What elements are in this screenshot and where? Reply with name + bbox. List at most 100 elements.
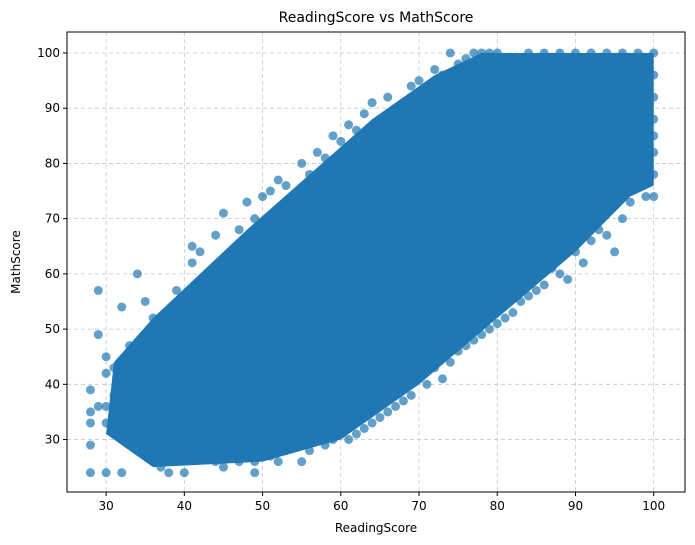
- scatter-point: [594, 225, 604, 235]
- chart-title: ReadingScore vs MathScore: [279, 10, 474, 26]
- scatter-point: [218, 462, 228, 472]
- scatter-point: [414, 76, 424, 86]
- scatter-point: [140, 352, 150, 362]
- scatter-point: [273, 457, 283, 467]
- x-tick-label: 30: [98, 499, 113, 513]
- scatter-point: [328, 435, 338, 445]
- scatter-point: [305, 169, 315, 179]
- scatter-point: [398, 396, 408, 406]
- scatter-point: [179, 440, 189, 450]
- scatter-point: [250, 457, 260, 467]
- x-axis-ticks: 30 40 50 60 70 80 90 100: [98, 492, 665, 513]
- scatter-point: [117, 468, 127, 478]
- scatter-point: [297, 440, 307, 450]
- x-tick-label: 60: [333, 499, 348, 513]
- scatter-point: [570, 48, 580, 58]
- scatter-point: [367, 98, 377, 108]
- scatter-point: [250, 214, 260, 224]
- scatter-point: [242, 197, 252, 207]
- scatter-point: [211, 457, 221, 467]
- scatter-point: [218, 352, 228, 362]
- scatter-point: [336, 324, 346, 334]
- scatter-point: [359, 423, 369, 433]
- scatter-point: [492, 319, 502, 329]
- x-tick-label: 50: [255, 499, 270, 513]
- scatter-point: [492, 125, 502, 135]
- scatter-point: [93, 401, 103, 411]
- scatter-point: [258, 446, 268, 456]
- x-tick-label: 40: [177, 499, 192, 513]
- scatter-point: [383, 136, 393, 146]
- scatter-point: [617, 48, 627, 58]
- scatter-point: [93, 285, 103, 295]
- scatter-point: [250, 468, 260, 478]
- scatter-point: [477, 330, 487, 340]
- scatter-point: [570, 81, 580, 91]
- scatter-point: [398, 98, 408, 108]
- scatter-point: [375, 241, 385, 251]
- scatter-point: [258, 280, 268, 290]
- scatter-point: [547, 263, 557, 273]
- y-axis-ticks: 30 40 50 60 70 80 90 100: [37, 46, 67, 447]
- y-tick-label: 50: [45, 322, 60, 336]
- scatter-point: [610, 247, 620, 257]
- scatter-point: [297, 258, 307, 268]
- scatter-point: [383, 92, 393, 102]
- scatter-point: [633, 181, 643, 191]
- scatter-point: [437, 70, 447, 80]
- scatter-point: [492, 158, 502, 168]
- scatter-point: [453, 147, 463, 157]
- scatter-point: [195, 247, 205, 257]
- scatter-point: [101, 352, 111, 362]
- scatter-point: [610, 131, 620, 141]
- scatter-point: [531, 186, 541, 196]
- scatter-point: [625, 197, 635, 207]
- scatter-point: [156, 462, 166, 472]
- scatter-density-band: [106, 52, 654, 468]
- scatter-point: [132, 357, 142, 367]
- y-tick-label: 100: [37, 46, 60, 60]
- scatter-point: [85, 468, 95, 478]
- scatter-point: [649, 48, 659, 58]
- y-tick-label: 90: [45, 101, 60, 115]
- scatter-point: [211, 269, 221, 279]
- scatter-point: [297, 296, 307, 306]
- scatter-point: [164, 446, 174, 456]
- scatter-point: [555, 269, 565, 279]
- y-tick-label: 40: [45, 377, 60, 391]
- scatter-point: [164, 468, 174, 478]
- scatter-point: [85, 418, 95, 428]
- scatter-point: [351, 429, 361, 439]
- scatter-point: [414, 269, 424, 279]
- scatter-point: [117, 429, 127, 439]
- scatter-point: [234, 457, 244, 467]
- scatter-point: [187, 241, 197, 251]
- x-tick-label: 80: [490, 499, 505, 513]
- scatter-point: [531, 285, 541, 295]
- scatter-point: [179, 379, 189, 389]
- scatter-point: [273, 175, 283, 185]
- scatter-point: [570, 158, 580, 168]
- scatter-point: [195, 280, 205, 290]
- scatter-point: [461, 81, 471, 91]
- scatter-point: [85, 407, 95, 417]
- scatter-point: [563, 274, 573, 284]
- scatter-point: [375, 203, 385, 213]
- scatter-point: [195, 451, 205, 461]
- scatter-point: [610, 65, 620, 75]
- scatter-point: [117, 302, 127, 312]
- scatter-point: [477, 48, 487, 58]
- x-tick-label: 90: [568, 499, 583, 513]
- scatter-point: [85, 385, 95, 395]
- scatter-point: [211, 230, 221, 240]
- scatter-point: [273, 219, 283, 229]
- scatter-point: [367, 418, 377, 428]
- scatter-point: [195, 435, 205, 445]
- scatter-point: [641, 158, 651, 168]
- scatter-point: [492, 214, 502, 224]
- scatter-point: [312, 435, 322, 445]
- scatter-point: [430, 363, 440, 373]
- scatter-point: [226, 446, 236, 456]
- scatter-point: [242, 241, 252, 251]
